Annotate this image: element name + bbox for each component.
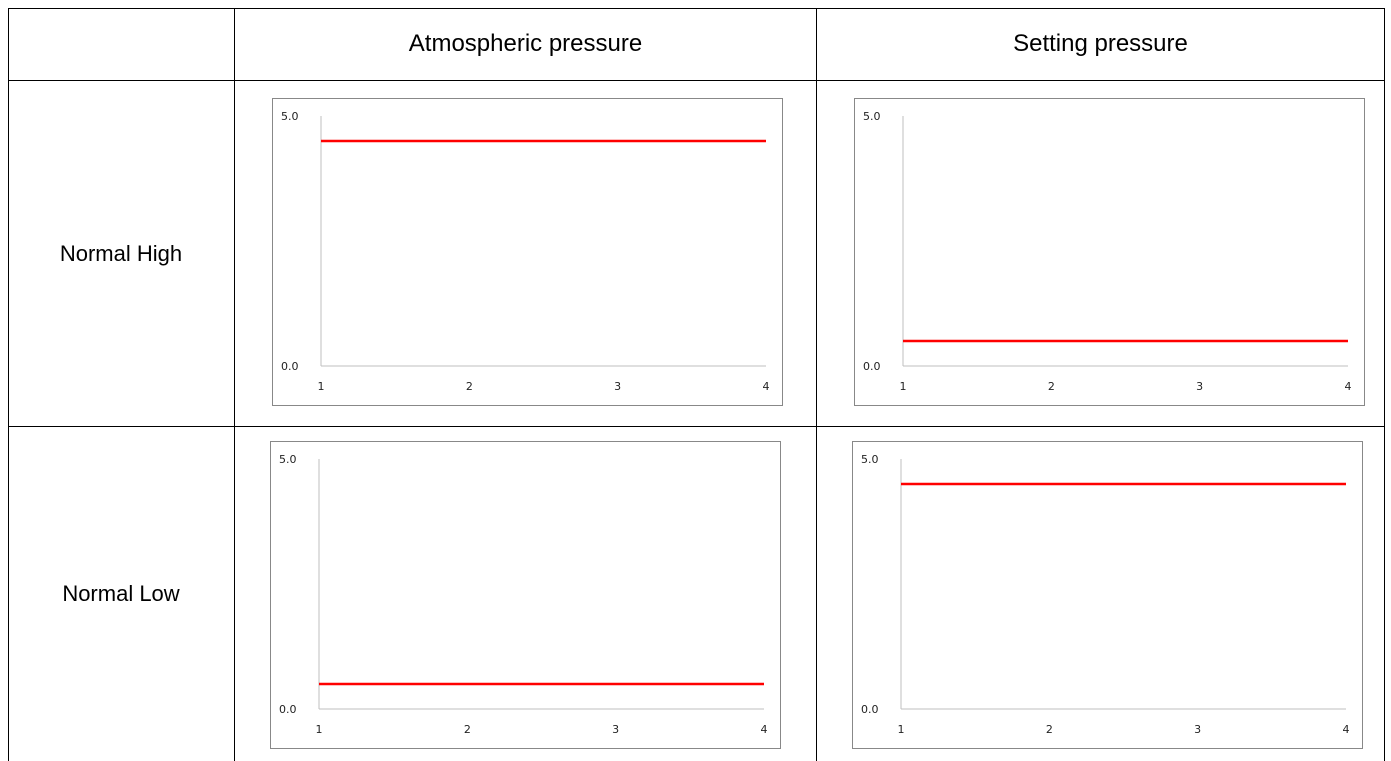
table-column-divider [816,8,817,761]
y-tick-label: 5.0 [861,453,879,466]
table-row-divider [8,80,1385,81]
x-tick-label: 3 [1194,723,1201,736]
x-tick-label: 1 [898,723,905,736]
row-label-normal-high: Normal High [59,240,183,266]
chart-svg: 0.0 5.0 1 2 3 4 [279,453,768,736]
chart-normal-low-setting: 0.0 5.0 1 2 3 4 [852,441,1363,749]
y-tick-label: 5.0 [281,110,299,123]
table-border-left [8,8,9,761]
x-tick-label: 2 [464,723,471,736]
chart-svg: 0.0 5.0 1 2 3 4 [861,453,1350,736]
x-tick-label: 2 [1048,380,1055,393]
x-tick-label: 2 [1046,723,1053,736]
x-tick-label: 3 [612,723,619,736]
chart-normal-high-setting: 0.0 5.0 1 2 3 4 [854,98,1365,406]
column-header-atmospheric-pressure: Atmospheric pressure [408,30,643,57]
table-column-divider [234,8,235,761]
table-row-divider [8,426,1385,427]
y-tick-label: 0.0 [281,360,299,373]
x-tick-label: 4 [761,723,768,736]
table-border-right [1384,8,1385,761]
y-tick-label: 0.0 [279,703,297,716]
x-tick-label: 4 [1345,380,1352,393]
x-tick-label: 3 [614,380,621,393]
y-tick-label: 0.0 [863,360,881,373]
x-tick-label: 3 [1196,380,1203,393]
chart-svg: 0.0 5.0 1 2 3 4 [863,110,1352,393]
chart-svg: 0.0 5.0 1 2 3 4 [281,110,770,393]
header-corner-cell [8,8,234,80]
x-tick-label: 2 [466,380,473,393]
x-tick-label: 4 [1343,723,1350,736]
table-border-top [8,8,1385,9]
column-header-setting-pressure: Setting pressure [1013,30,1188,57]
chart-normal-high-atmospheric: 0.0 5.0 1 2 3 4 [272,98,783,406]
y-tick-label: 0.0 [861,703,879,716]
x-tick-label: 4 [763,380,770,393]
x-tick-label: 1 [316,723,323,736]
x-tick-label: 1 [900,380,907,393]
y-tick-label: 5.0 [863,110,881,123]
chart-normal-low-atmospheric: 0.0 5.0 1 2 3 4 [270,441,781,749]
y-tick-label: 5.0 [279,453,297,466]
x-tick-label: 1 [318,380,325,393]
row-label-normal-low: Normal Low [62,581,180,606]
